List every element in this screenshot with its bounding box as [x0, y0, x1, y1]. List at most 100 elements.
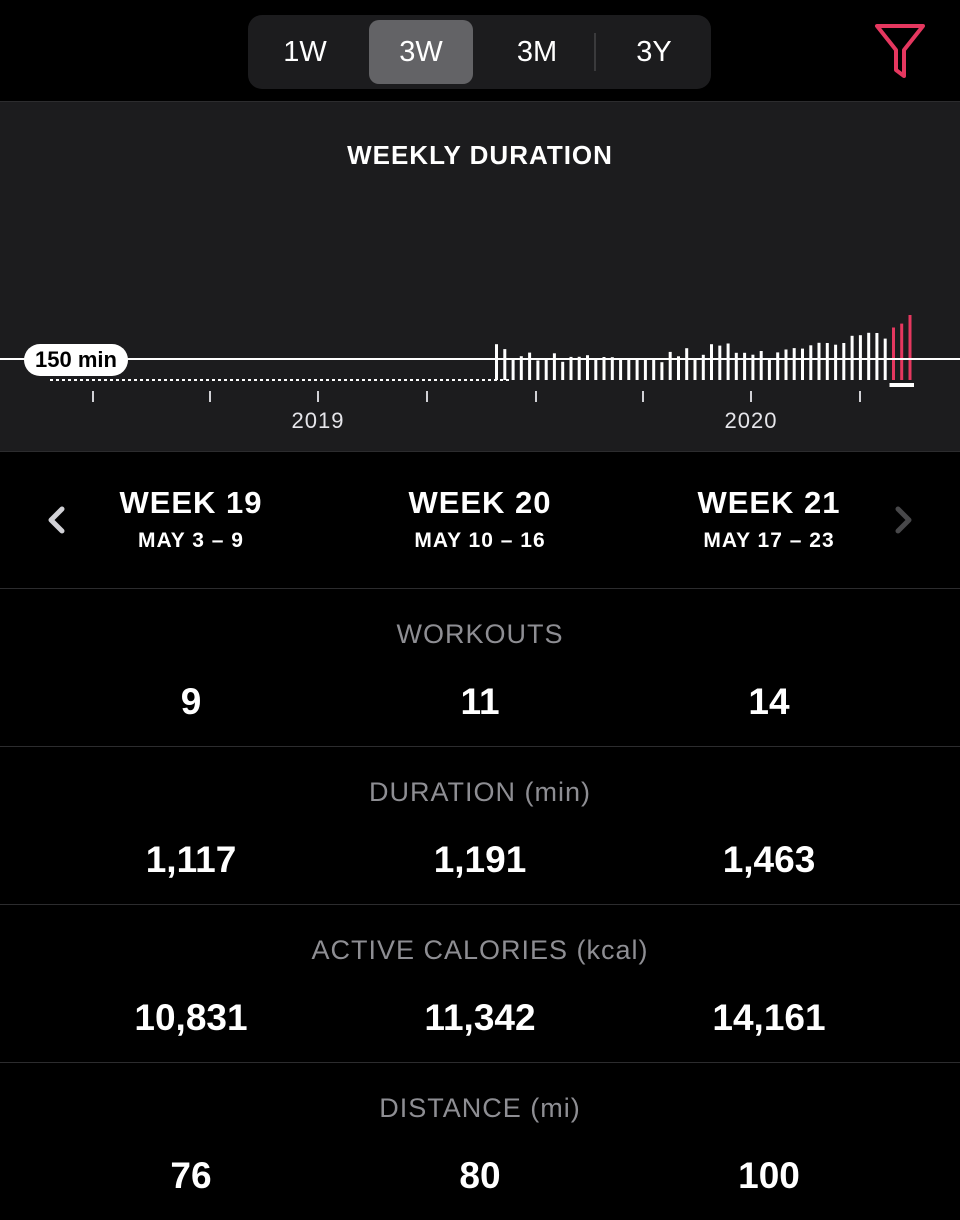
chart-bar	[544, 358, 548, 380]
next-week-button[interactable]	[888, 503, 918, 537]
range-segmented-control: 1W 3W 3M 3Y	[248, 15, 711, 89]
metric-value: 14	[748, 681, 790, 722]
chart-bar	[858, 335, 862, 380]
chart-bar	[619, 358, 623, 380]
range-option-3m[interactable]: 3M	[516, 35, 558, 68]
chart-bar	[643, 358, 647, 380]
metric-value: 1,191	[433, 839, 527, 880]
metric-value: 76	[170, 1155, 212, 1196]
week-column-3[interactable]: WEEK 21 MAY 17 – 23	[649, 485, 889, 553]
filter-button[interactable]	[872, 20, 928, 82]
chart-title: WEEKLY DURATION	[347, 140, 613, 170]
metric-value: 9	[180, 681, 202, 722]
chart-bar	[900, 323, 904, 380]
week-navigation: WEEK 19 MAY 3 – 9 WEEK 20 MAY 10 – 16 WE…	[0, 451, 960, 589]
selected-range-marker	[889, 383, 914, 387]
chart-bar	[577, 356, 581, 380]
metric-value: 80	[459, 1155, 501, 1196]
chart-bar	[710, 344, 713, 380]
chart-bar	[610, 357, 614, 380]
top-bar: 1W 3W 3M 3Y	[0, 0, 960, 101]
chart-bar	[586, 355, 589, 380]
chart-bar	[809, 345, 813, 380]
chart-bar	[867, 332, 871, 380]
metric-value: 11,342	[424, 997, 536, 1038]
metric-value: 1,117	[145, 839, 237, 880]
week-title: WEEK 20	[408, 485, 552, 520]
chart-bar	[834, 344, 838, 380]
weekly-duration-chart: WEEKLY DURATION 150 min 2019 2020	[0, 101, 960, 452]
chart-bar	[792, 348, 796, 380]
chart-bar	[635, 359, 639, 380]
metric-label: DURATION (min)	[369, 777, 591, 807]
metric-row-distance: DISTANCE (mi) 76 80 100	[0, 1063, 960, 1220]
chart-bar	[495, 344, 498, 380]
range-option-3y[interactable]: 3Y	[636, 35, 672, 68]
metric-row-workouts: WORKOUTS 9 11 14	[0, 589, 960, 747]
year-label-2020: 2020	[724, 408, 778, 433]
chart-bar	[743, 352, 747, 380]
metric-row-duration: DURATION (min) 1,117 1,191 1,463	[0, 747, 960, 905]
chart-plot	[0, 315, 960, 402]
chart-bar	[701, 354, 705, 380]
chart-bar	[528, 352, 532, 380]
week-column-2[interactable]: WEEK 20 MAY 10 – 16	[360, 485, 600, 553]
chart-bar	[511, 360, 515, 380]
chart-bar	[503, 349, 507, 380]
previous-week-button[interactable]	[42, 503, 72, 537]
chevron-right-icon	[895, 506, 912, 534]
chart-bar	[751, 354, 755, 380]
metric-value: 10,831	[134, 997, 248, 1038]
chart-bar	[801, 348, 804, 380]
chart-bar	[536, 360, 540, 380]
reference-line-label: 150 min	[24, 344, 128, 376]
chart-bar	[718, 345, 722, 380]
chart-bar	[842, 343, 846, 380]
week-date-range: MAY 17 – 23	[703, 529, 835, 552]
year-label-2019: 2019	[291, 408, 345, 433]
chart-bar	[660, 362, 664, 380]
chart-bar	[850, 335, 854, 380]
chart-bar	[602, 357, 606, 380]
chart-bar	[875, 333, 879, 380]
chart-bar	[776, 352, 780, 380]
week-title: WEEK 19	[119, 485, 263, 520]
chart-bar	[552, 353, 556, 380]
metric-row-active-calories: ACTIVE CALORIES (kcal) 10,831 11,342 14,…	[0, 905, 960, 1063]
chart-bar	[693, 358, 697, 380]
chart-bar	[734, 352, 738, 380]
chart-bar	[908, 315, 912, 380]
week-column-1[interactable]: WEEK 19 MAY 3 – 9	[71, 485, 311, 553]
chart-bar	[726, 343, 730, 380]
chart-bar	[892, 327, 895, 380]
chart-bar	[817, 342, 821, 380]
chart-bar	[759, 351, 763, 380]
chart-bar	[594, 359, 598, 380]
chart-bar	[685, 348, 689, 380]
week-title: WEEK 21	[697, 485, 841, 520]
chart-bar	[569, 356, 573, 380]
metric-value: 14,161	[712, 997, 826, 1038]
metric-value: 11	[460, 681, 500, 722]
metric-value: 1,463	[722, 839, 816, 880]
filter-icon	[875, 24, 925, 78]
segment-divider	[594, 33, 596, 71]
range-option-3w[interactable]: 3W	[369, 20, 473, 84]
metric-label: WORKOUTS	[396, 619, 564, 649]
metric-label: ACTIVE CALORIES (kcal)	[311, 935, 649, 965]
week-date-range: MAY 3 – 9	[138, 529, 244, 552]
chart-bar	[784, 349, 788, 380]
chart-bar	[767, 358, 771, 380]
range-option-1w[interactable]: 1W	[283, 35, 327, 68]
chart-bar	[825, 343, 829, 380]
chart-bar	[652, 358, 656, 380]
chart-bar	[668, 351, 672, 380]
chart-bar	[519, 356, 523, 380]
chart-bar	[677, 356, 680, 380]
week-date-range: MAY 10 – 16	[414, 529, 546, 552]
chevron-left-icon	[48, 506, 65, 534]
chart-bar	[627, 358, 631, 380]
metric-value: 100	[738, 1155, 800, 1196]
chart-bar	[561, 361, 565, 380]
metric-label: DISTANCE (mi)	[379, 1093, 581, 1123]
